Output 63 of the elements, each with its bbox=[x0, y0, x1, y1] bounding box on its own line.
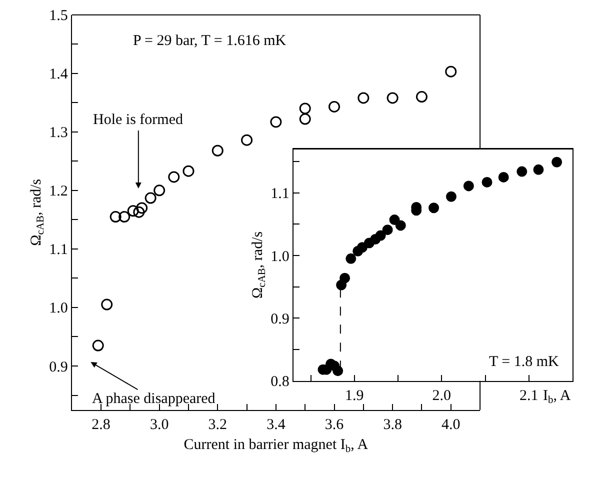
x-tick-label: 4.0 bbox=[442, 416, 460, 433]
point bbox=[533, 164, 544, 175]
y-tick-label: 1.0 bbox=[270, 248, 290, 265]
y-tick-label: 1.1 bbox=[270, 186, 290, 202]
y-tick-label: 1.4 bbox=[49, 66, 68, 83]
point bbox=[328, 100, 340, 112]
x-tick-label: 3.4 bbox=[266, 416, 286, 433]
point bbox=[299, 113, 311, 125]
y-tick-label: 1.3 bbox=[49, 125, 68, 142]
point bbox=[482, 176, 492, 188]
x-axis-title: I$_{b}$, A bbox=[543, 388, 571, 406]
point bbox=[144, 192, 156, 204]
point bbox=[110, 211, 122, 223]
x-tick-label: 3.0 bbox=[150, 416, 169, 433]
annotation: Hole is formed bbox=[93, 112, 184, 128]
point bbox=[516, 166, 528, 177]
annotation: T = 1.8 mK bbox=[489, 354, 560, 370]
point bbox=[386, 92, 398, 104]
x-tick-label: 3.2 bbox=[208, 416, 228, 433]
point bbox=[395, 220, 406, 231]
point bbox=[463, 180, 474, 192]
y-tick-label: 1.0 bbox=[49, 300, 68, 317]
point bbox=[270, 116, 282, 128]
x-tick-label: 2.8 bbox=[92, 416, 110, 433]
y-tick-label: 0.8 bbox=[270, 374, 290, 390]
point bbox=[446, 191, 456, 202]
x-tick-label: 2.0 bbox=[432, 388, 452, 404]
point bbox=[101, 298, 113, 310]
point bbox=[346, 253, 356, 264]
point bbox=[168, 171, 180, 183]
point bbox=[375, 230, 386, 241]
x-axis-title: Current in barrier magnet I$_{b}$, A bbox=[184, 436, 368, 456]
point bbox=[416, 91, 428, 103]
point bbox=[428, 202, 440, 214]
annotation: A phase disappeared bbox=[92, 391, 216, 407]
point bbox=[389, 214, 400, 226]
point bbox=[212, 144, 224, 156]
point bbox=[340, 272, 350, 284]
y-tick-label: 1.1 bbox=[49, 242, 68, 258]
point bbox=[358, 92, 370, 104]
y-tick-label: 1.2 bbox=[49, 184, 68, 200]
y-tick-label: 1.5 bbox=[49, 8, 68, 24]
point bbox=[299, 102, 311, 114]
point bbox=[136, 202, 148, 214]
y-tick-label: 0.9 bbox=[49, 359, 68, 376]
x-tick-label: 3.6 bbox=[324, 416, 344, 433]
point bbox=[498, 172, 509, 182]
annotation: P = 29 bar, T = 1.616 mK bbox=[133, 33, 286, 49]
point bbox=[332, 366, 344, 376]
point bbox=[127, 205, 139, 217]
point bbox=[92, 340, 104, 352]
y-tick-label: 0.9 bbox=[270, 311, 290, 328]
point bbox=[241, 134, 253, 146]
point bbox=[154, 184, 166, 196]
point bbox=[552, 156, 562, 168]
point bbox=[118, 211, 130, 223]
x-tick-label: 1.9 bbox=[345, 388, 364, 404]
point bbox=[182, 165, 194, 177]
point bbox=[382, 224, 393, 236]
x-tick-label: 2.1 bbox=[520, 388, 538, 404]
x-tick-label: 3.8 bbox=[383, 416, 402, 433]
point bbox=[445, 66, 457, 78]
point bbox=[133, 206, 145, 218]
